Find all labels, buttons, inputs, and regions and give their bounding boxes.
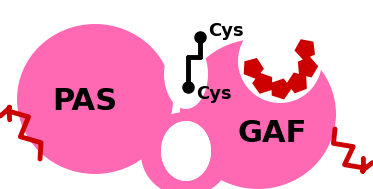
Ellipse shape xyxy=(180,39,336,189)
Ellipse shape xyxy=(161,121,211,181)
Polygon shape xyxy=(298,57,318,77)
Polygon shape xyxy=(272,78,291,99)
Ellipse shape xyxy=(164,39,208,109)
Polygon shape xyxy=(252,73,272,94)
Circle shape xyxy=(238,19,322,103)
Ellipse shape xyxy=(161,121,211,181)
Text: GAF: GAF xyxy=(237,119,307,149)
Ellipse shape xyxy=(141,112,231,189)
Text: Cys: Cys xyxy=(208,22,244,40)
Polygon shape xyxy=(286,73,307,93)
Text: PAS: PAS xyxy=(53,87,117,115)
Polygon shape xyxy=(244,58,264,79)
Polygon shape xyxy=(294,39,315,60)
Ellipse shape xyxy=(17,24,173,174)
Text: Cys: Cys xyxy=(196,85,232,103)
